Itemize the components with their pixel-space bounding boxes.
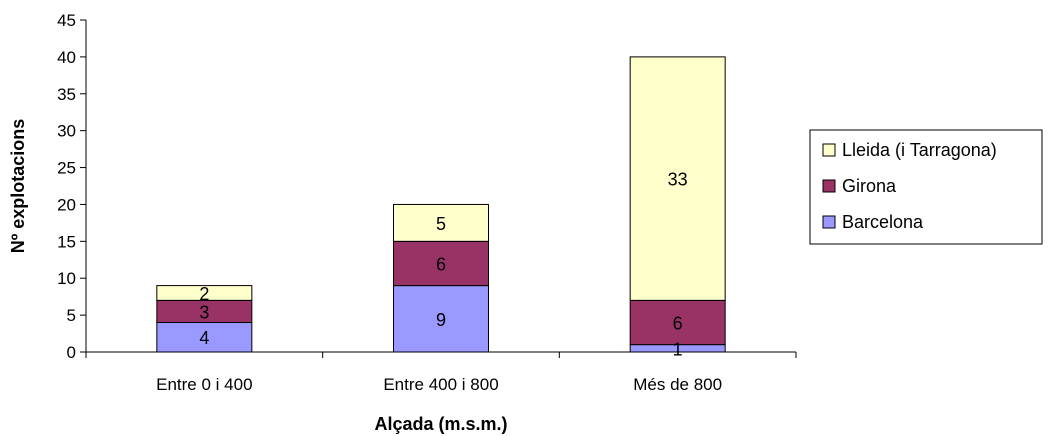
data-label: 3 [199,302,209,322]
data-label: 9 [436,310,446,330]
legend: Lleida (i Tarragona) Girona Barcelona [809,129,1043,245]
y-tick-label: 10 [57,269,76,288]
y-tick-label: 45 [57,11,76,30]
legend-label: Lleida (i Tarragona) [842,140,997,160]
bar-segment [156,285,253,301]
legend-swatch [822,143,836,157]
y-tick-label: 0 [67,343,76,362]
y-tick-label: 25 [57,159,76,178]
legend-swatch [822,179,836,193]
bar-segment [629,56,726,301]
x-ticks: Entre 0 i 400 Entre 400 i 800 Més de 800 [85,352,797,394]
y-ticks: 0 5 10 15 20 25 30 35 40 45 [57,11,86,362]
bar-segment [393,240,489,287]
y-tick-label: 35 [57,85,76,104]
x-tick-label: Entre 400 i 800 [383,375,498,394]
legend-swatch [822,215,836,229]
x-tick-label: Més de 800 [633,375,722,394]
data-label: 6 [436,254,446,274]
y-tick-label: 20 [57,195,76,214]
y-axis-title: Nº explotacions [8,119,28,254]
bar-segment [393,285,489,353]
data-label: 33 [668,170,688,190]
x-tick-label: Entre 0 i 400 [156,375,252,394]
data-label: 1 [673,339,683,359]
x-axis-title: Alçada (m.s.m.) [374,414,507,434]
y-tick-label: 30 [57,122,76,141]
legend-label: Barcelona [842,212,924,232]
bar-segment [393,203,489,242]
bar-segment [156,321,253,353]
data-labels-layer: 4 32 9 6 5 1 6 33 [199,170,687,360]
y-tick-label: 40 [57,48,76,67]
data-label: 2 [199,284,209,304]
legend-box [809,129,1043,245]
data-label: 5 [436,214,446,234]
bars-layer [156,56,726,353]
y-tick-label: 15 [57,232,76,251]
data-label: 4 [199,328,209,348]
legend-label: Girona [842,176,897,196]
y-tick-label: 5 [67,306,76,325]
data-label: 6 [673,313,683,333]
